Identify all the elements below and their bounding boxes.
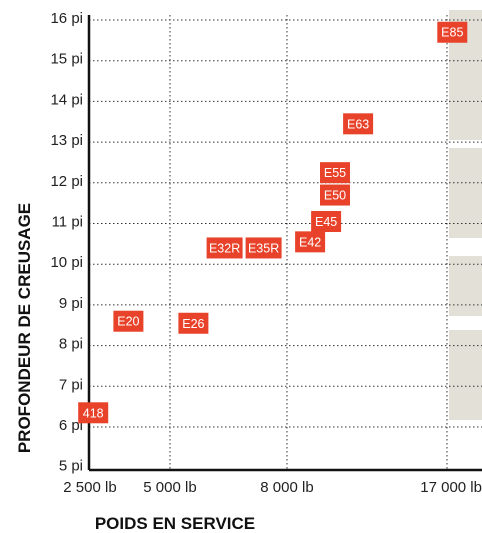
data-point-label: E50 bbox=[324, 189, 346, 203]
data-point: E85 bbox=[437, 21, 468, 43]
data-point: E50 bbox=[320, 184, 350, 206]
data-point-marker bbox=[206, 237, 243, 259]
x-tick-label: 8 000 lb bbox=[260, 479, 313, 496]
x-tick-label: 17 000 lb bbox=[420, 479, 482, 496]
data-point-marker bbox=[343, 113, 374, 135]
data-points: 418 E20 E26 E32R E35R E42 E45 E50 E55 E63 E85 bbox=[78, 21, 468, 424]
data-point-marker bbox=[113, 310, 144, 332]
watermark-graphic bbox=[449, 10, 482, 420]
data-point-label: E55 bbox=[324, 166, 346, 180]
data-point-label: E20 bbox=[117, 315, 139, 329]
data-point-marker bbox=[437, 21, 468, 43]
data-point-label: E32R bbox=[209, 241, 240, 255]
y-tick-label: 16 pi bbox=[50, 10, 83, 27]
y-tick-label: 6 pi bbox=[59, 417, 83, 434]
data-point: E42 bbox=[295, 231, 326, 253]
y-tick-label: 7 pi bbox=[59, 376, 83, 393]
data-point-label: E42 bbox=[299, 235, 321, 249]
data-point-marker bbox=[78, 402, 109, 424]
data-point-marker bbox=[178, 312, 209, 334]
y-tick-label: 13 pi bbox=[50, 132, 83, 149]
data-point-marker bbox=[320, 162, 350, 184]
data-point-label: E63 bbox=[347, 117, 369, 131]
data-point: 418 bbox=[78, 402, 109, 424]
watermark-bar bbox=[449, 330, 482, 420]
x-axis-title: POIDS EN SERVICE bbox=[95, 514, 255, 533]
data-point-label: 418 bbox=[83, 406, 104, 420]
data-point-label: E35R bbox=[248, 241, 279, 255]
y-tick-label: 9 pi bbox=[59, 295, 83, 312]
grid-lines bbox=[89, 15, 482, 470]
y-tick-label: 14 pi bbox=[50, 91, 83, 108]
axes bbox=[87, 15, 482, 472]
y-axis-title: PROFONDEUR DE CREUSAGE bbox=[15, 203, 34, 453]
y-tick-label: 5 pi bbox=[59, 458, 83, 475]
data-point: E26 bbox=[178, 312, 209, 334]
y-tick-label: 10 pi bbox=[50, 254, 83, 271]
y-tick-label: 15 pi bbox=[50, 51, 83, 68]
data-point-marker bbox=[311, 211, 342, 232]
x-tick-label: 2 500 lb bbox=[63, 479, 116, 496]
watermark-bar bbox=[449, 256, 482, 316]
y-tick-label: 8 pi bbox=[59, 336, 83, 353]
data-point: E20 bbox=[113, 310, 144, 332]
y-tick-label: 11 pi bbox=[52, 214, 83, 231]
data-point: E55 bbox=[320, 162, 350, 184]
watermark-bar bbox=[449, 148, 482, 238]
y-tick-label: 12 pi bbox=[50, 173, 83, 190]
data-point-marker bbox=[320, 184, 350, 206]
data-point-marker bbox=[295, 231, 326, 253]
x-tick-label: 5 000 lb bbox=[143, 479, 196, 496]
y-tick-labels: 5 pi 6 pi 7 pi 8 pi 9 pi 10 pi 11 pi 12 pi 13 pi… bbox=[50, 10, 83, 475]
data-point-label: E26 bbox=[182, 317, 204, 331]
x-tick-labels: 2 500 lb 5 000 lb 8 000 lb 17 000 lb bbox=[63, 479, 482, 496]
data-point-marker bbox=[245, 237, 282, 259]
data-point: E45 bbox=[311, 211, 342, 232]
data-point-label: E85 bbox=[441, 26, 463, 40]
data-point: E35R bbox=[245, 237, 282, 259]
data-point: E63 bbox=[343, 113, 374, 135]
data-point: E32R bbox=[206, 237, 243, 259]
data-point-label: E45 bbox=[315, 215, 337, 229]
